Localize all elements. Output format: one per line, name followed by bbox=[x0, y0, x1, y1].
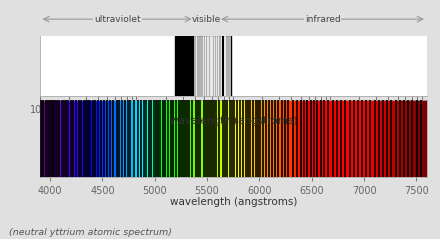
Text: visible: visible bbox=[192, 15, 221, 24]
Bar bbox=[175, 36, 231, 96]
Text: wavelength (angstroms): wavelength (angstroms) bbox=[169, 197, 297, 207]
Text: wavelength (angstroms): wavelength (angstroms) bbox=[169, 116, 297, 126]
Text: infrared: infrared bbox=[304, 15, 341, 24]
Text: ultraviolet: ultraviolet bbox=[94, 15, 140, 24]
Text: (neutral yttrium atomic spectrum): (neutral yttrium atomic spectrum) bbox=[9, 228, 172, 237]
